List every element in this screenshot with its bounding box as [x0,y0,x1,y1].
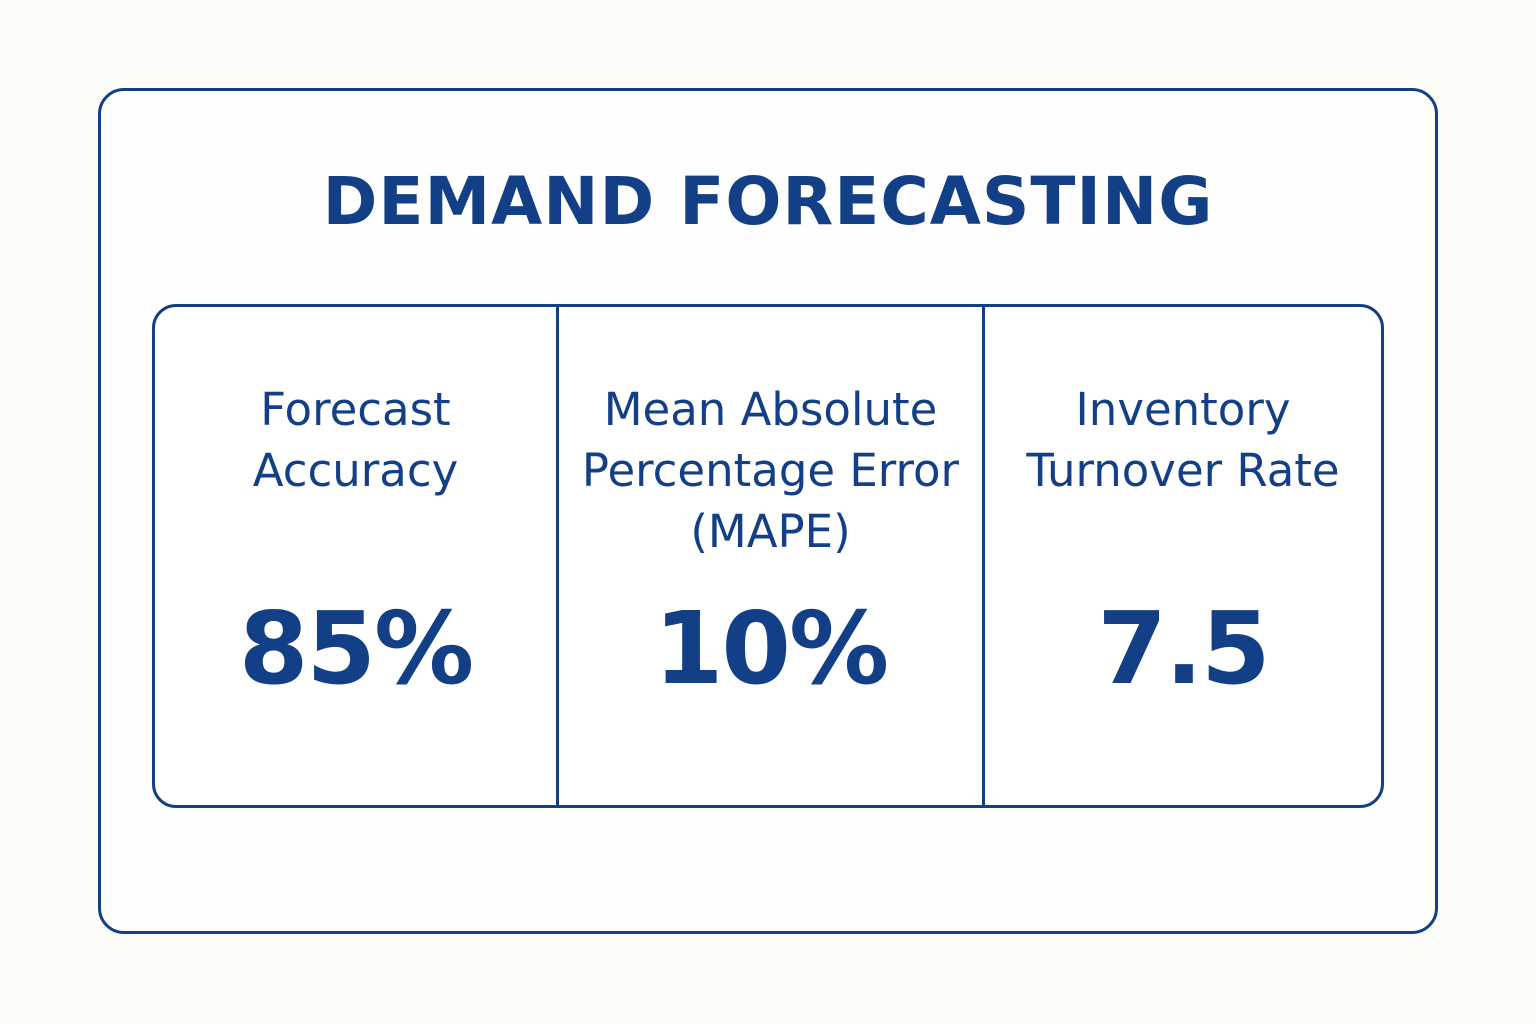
metric-label-line: (MAPE) [690,505,851,558]
metric-label-line: Percentage Error [581,444,960,497]
metric-label: Mean Absolute Percentage Error (MAPE) [559,379,982,562]
metric-label: Forecast Accuracy [155,379,556,501]
metrics-grid: Forecast Accuracy 85% Mean Absolute Perc… [152,304,1384,808]
metric-card-forecast-accuracy: Forecast Accuracy 85% [155,307,556,805]
metric-label-line: Accuracy [252,444,459,497]
metric-label-line: Mean Absolute [603,383,938,436]
metric-value: 7.5 [1097,590,1270,707]
metric-value: 85% [238,590,474,707]
metric-card-inventory-turnover: Inventory Turnover Rate 7.5 [982,307,1381,805]
metric-value: 10% [653,590,889,707]
metric-label: Inventory Turnover Rate [985,379,1381,501]
metric-label-line: Turnover Rate [1026,444,1340,497]
metric-label-line: Inventory [1075,383,1291,436]
page-title: DEMAND FORECASTING [322,163,1214,240]
metric-card-mape: Mean Absolute Percentage Error (MAPE) 10… [556,307,982,805]
metric-label-line: Forecast [260,383,451,436]
